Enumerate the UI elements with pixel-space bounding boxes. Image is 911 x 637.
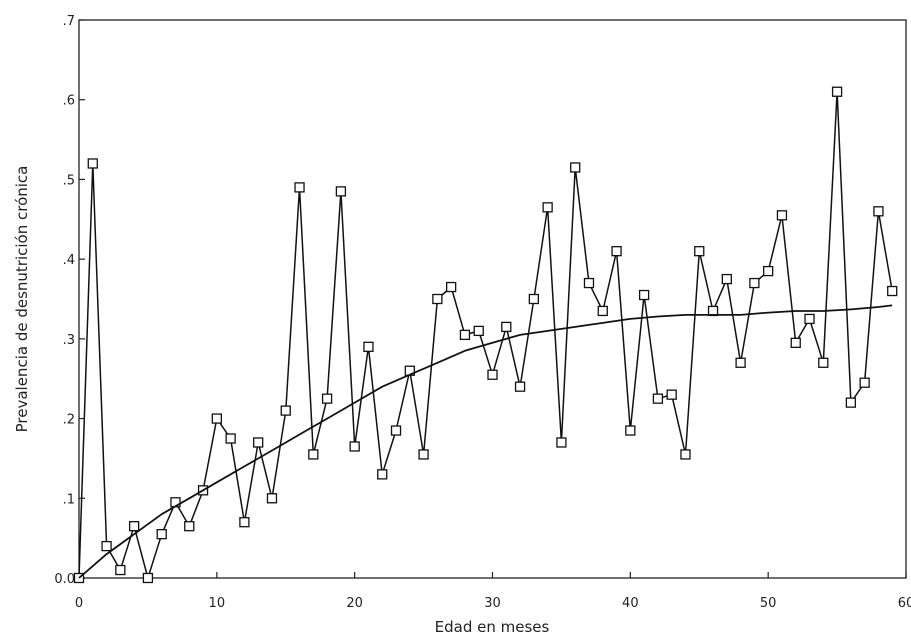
data-point-marker	[749, 277, 760, 289]
data-point-marker	[487, 369, 498, 380]
data-point-marker	[763, 265, 774, 277]
data-point-marker	[418, 449, 429, 460]
data-point-marker	[253, 437, 264, 448]
y-tick-label: .6	[63, 94, 75, 109]
data-point-marker	[542, 202, 553, 213]
data-point-marker	[459, 329, 471, 341]
data-point-marker	[432, 293, 443, 305]
data-point-marker	[335, 186, 347, 197]
data-point-marker	[570, 162, 581, 173]
data-point-marker	[721, 273, 732, 285]
data-point-marker	[363, 341, 374, 352]
data-point-marker	[680, 449, 691, 460]
data-point-marker	[101, 540, 112, 552]
data-point-marker	[266, 493, 278, 504]
x-axis: 0 10 20 30 40 50 60	[75, 572, 911, 611]
data-point-marker	[156, 529, 167, 540]
data-point-marker	[625, 425, 636, 436]
y-tick-label: .5	[63, 173, 75, 188]
series-layer	[73, 86, 898, 584]
x-tick-label: 0	[75, 596, 83, 611]
data-point-marker	[776, 210, 788, 221]
x-tick-label: 20	[346, 596, 363, 611]
data-point-marker	[128, 521, 140, 532]
data-point-marker	[694, 246, 705, 257]
observed-series-line	[78, 90, 893, 579]
data-point-marker	[115, 564, 126, 576]
data-point-marker	[666, 389, 677, 400]
data-point-marker	[873, 206, 884, 217]
y-tick-label: .2	[63, 413, 75, 428]
data-point-marker	[211, 413, 222, 424]
data-point-marker	[859, 377, 870, 388]
data-point-marker	[445, 281, 457, 293]
y-tick-label: .7	[63, 14, 75, 29]
data-point-marker	[556, 437, 567, 448]
y-tick-label: .4	[63, 253, 75, 268]
x-tick-label: 10	[209, 596, 226, 611]
data-point-marker	[528, 293, 539, 305]
y-axis: 0.0 .1 .2 .3 .4 .5 .6 .7	[54, 14, 85, 587]
y-tick-label: .3	[63, 333, 75, 348]
data-point-marker	[638, 289, 650, 301]
y-tick-label: .1	[63, 492, 75, 507]
data-point-marker	[790, 337, 801, 348]
data-point-marker	[831, 86, 843, 97]
data-point-marker	[184, 521, 195, 532]
x-axis-title: Edad en meses	[435, 618, 550, 636]
data-point-marker	[239, 517, 250, 528]
data-point-marker	[87, 158, 98, 169]
data-point-marker	[321, 393, 333, 404]
y-axis-title: Prevalencia de desnutrición crónica	[13, 166, 31, 433]
data-point-marker	[349, 441, 360, 452]
data-point-marker	[501, 321, 512, 333]
data-point-marker	[735, 357, 746, 368]
data-point-marker	[390, 425, 402, 436]
data-point-marker	[514, 381, 526, 392]
x-tick-label: 40	[622, 596, 639, 611]
data-point-marker	[142, 572, 154, 584]
data-point-marker	[225, 433, 236, 444]
data-point-marker	[611, 246, 622, 257]
data-point-marker	[473, 325, 484, 337]
x-tick-label: 50	[760, 596, 777, 611]
y-tick-label: 0.0	[54, 572, 75, 587]
x-tick-label: 30	[484, 596, 501, 611]
data-point-marker	[887, 285, 898, 297]
data-point-marker	[804, 313, 815, 325]
data-point-marker	[652, 393, 664, 404]
x-tick-label: 60	[898, 596, 911, 611]
data-point-marker	[280, 405, 291, 416]
data-point-marker	[377, 469, 388, 480]
data-point-marker	[583, 277, 595, 289]
data-point-marker	[294, 182, 305, 193]
fitted-series-line	[78, 304, 893, 579]
data-point-marker	[308, 449, 319, 460]
data-point-marker	[818, 357, 829, 368]
data-point-marker	[597, 305, 608, 317]
data-point-marker	[845, 397, 857, 408]
